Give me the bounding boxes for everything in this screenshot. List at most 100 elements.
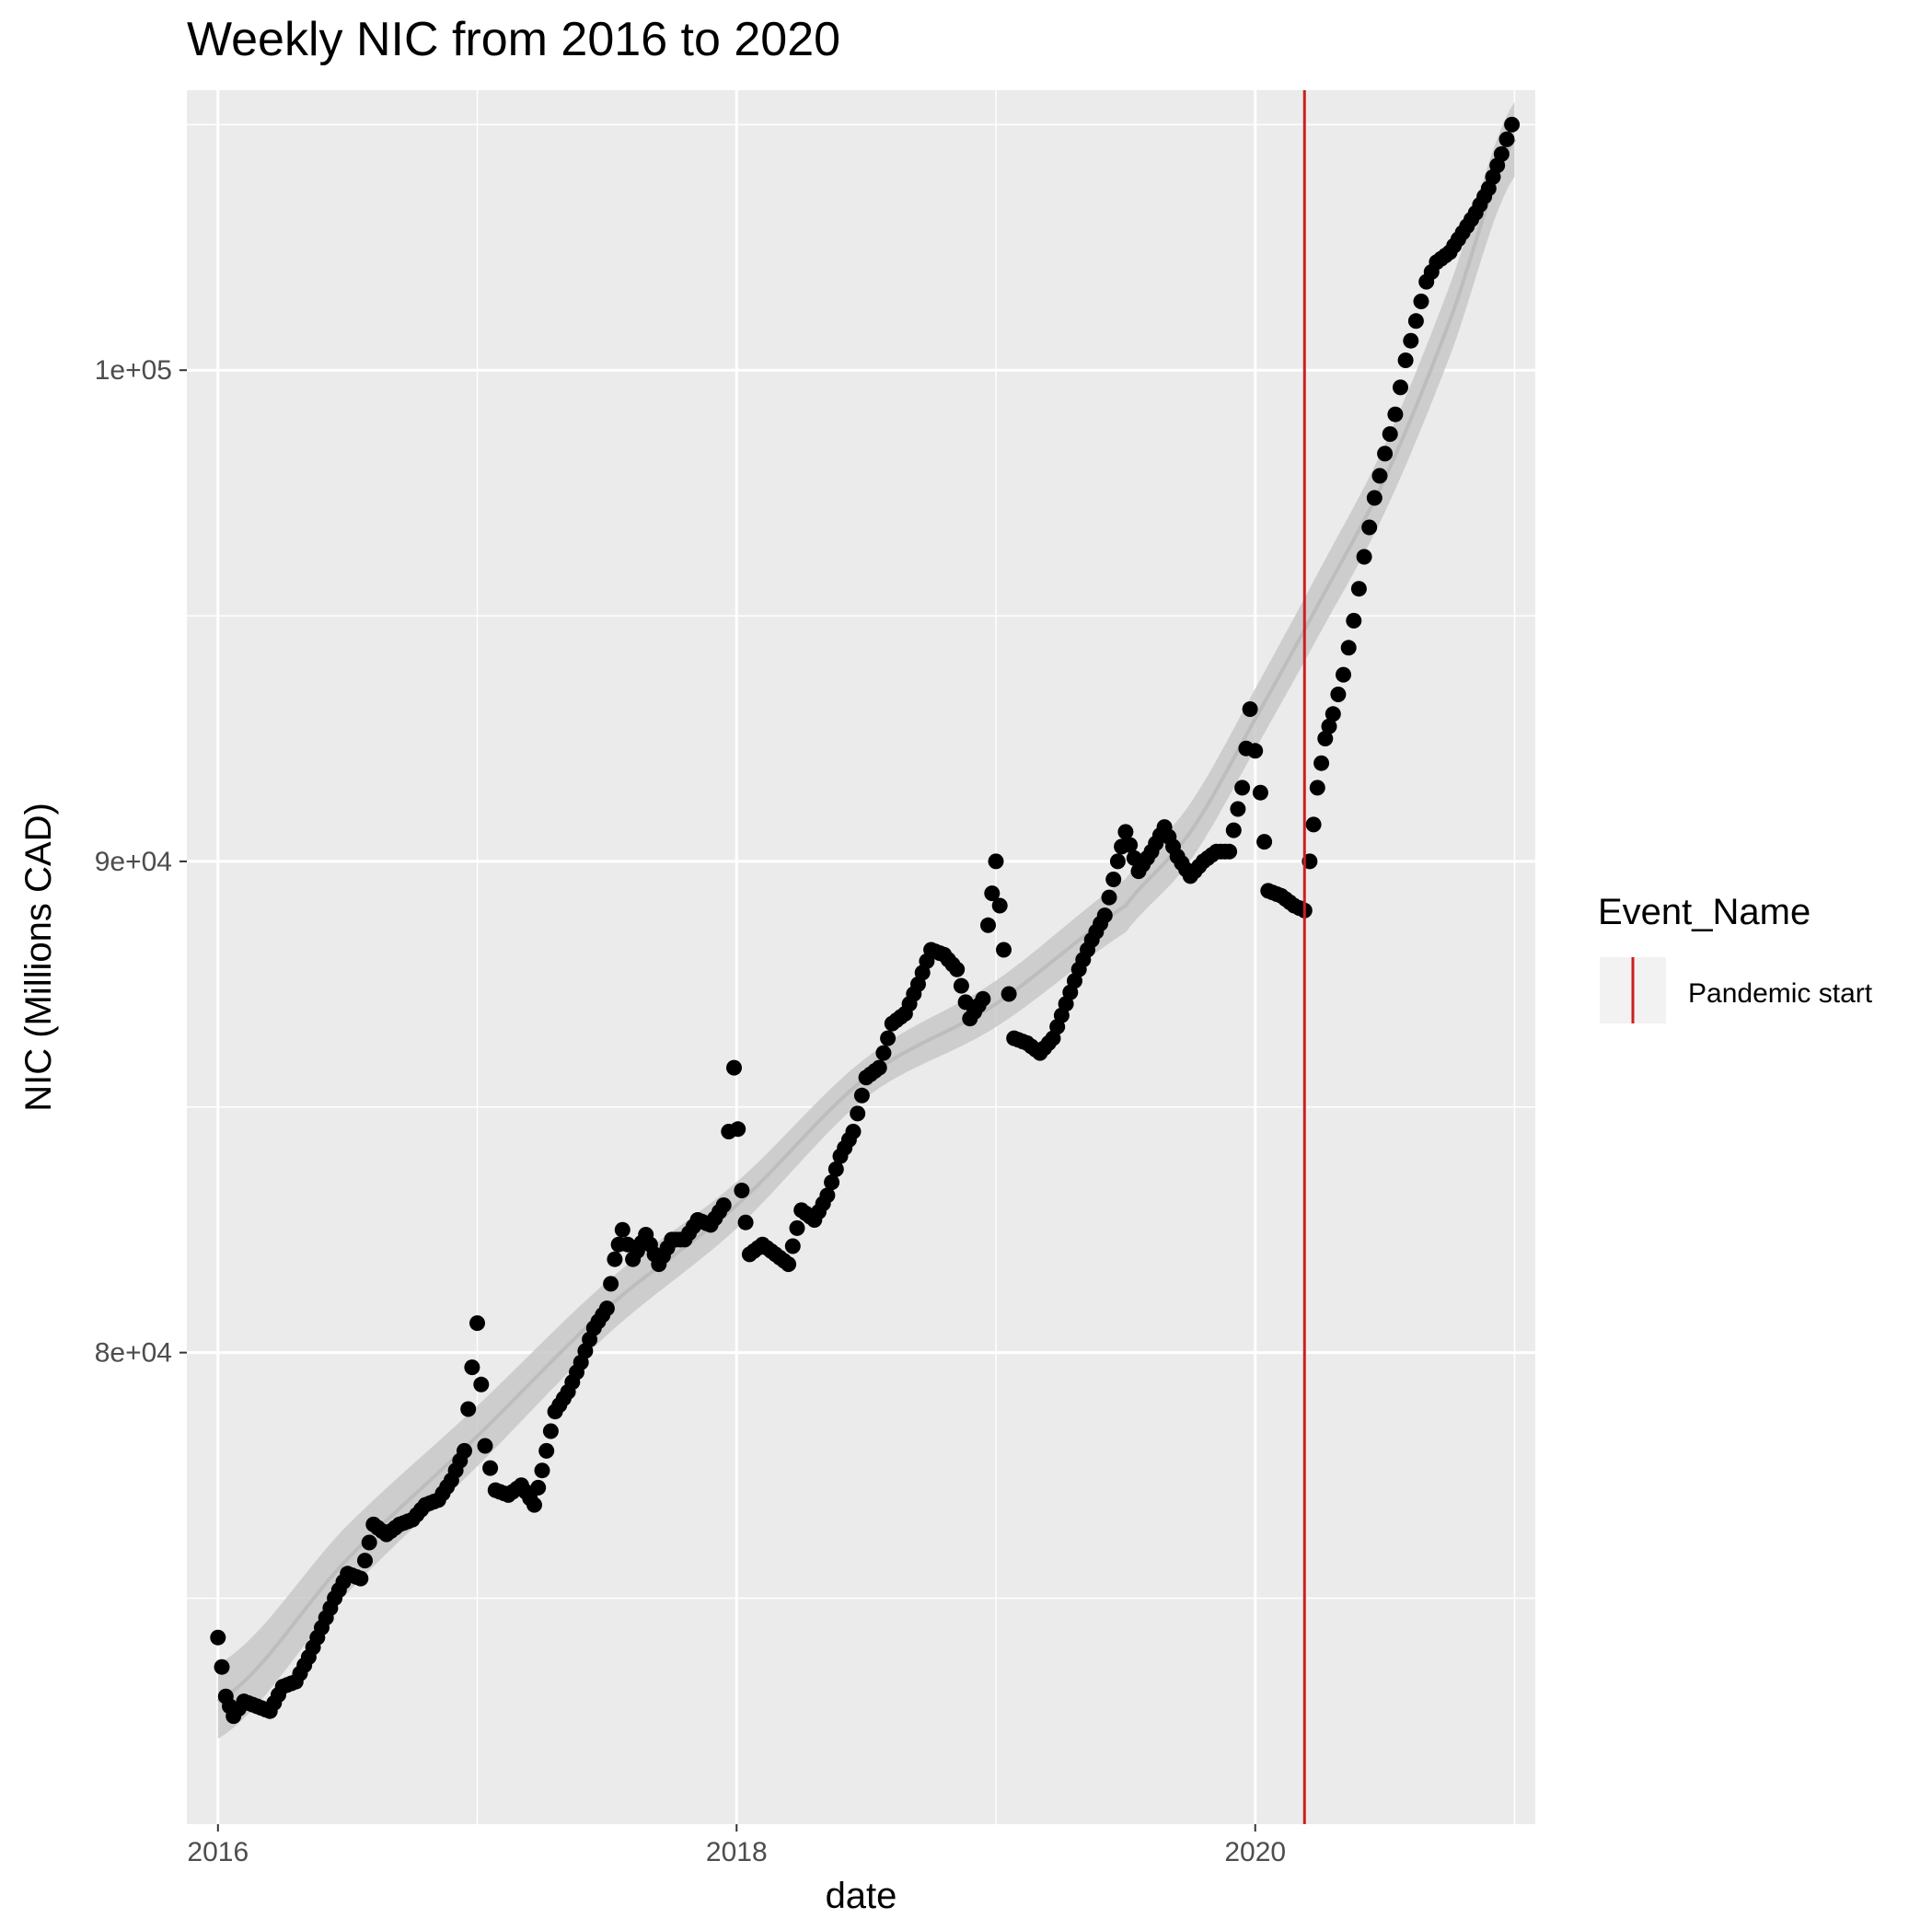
data-point <box>1096 907 1113 924</box>
data-point <box>598 1300 615 1317</box>
data-point <box>1382 426 1398 443</box>
data-point <box>1325 706 1341 722</box>
legend-title: Event_Name <box>1598 892 1811 932</box>
data-point <box>214 1658 230 1675</box>
legend-label-pandemic-start: Pandemic start <box>1688 978 1873 1009</box>
data-point <box>1313 755 1330 771</box>
data-point <box>526 1497 542 1513</box>
data-point <box>1350 581 1367 597</box>
data-point <box>1252 784 1268 801</box>
data-point <box>1356 549 1372 565</box>
data-point <box>1247 743 1264 759</box>
data-point <box>1403 332 1419 349</box>
data-point <box>730 1121 746 1138</box>
data-point <box>1361 519 1378 536</box>
data-point <box>853 1087 870 1104</box>
x-axis-title: date <box>826 1876 897 1916</box>
data-point <box>1407 313 1424 329</box>
y-tick-label: 8e+04 <box>95 1338 172 1369</box>
data-point <box>538 1442 555 1459</box>
data-point <box>482 1460 499 1476</box>
data-point <box>737 1214 754 1231</box>
data-point <box>361 1534 377 1551</box>
y-axis-title: NIC (Millions CAD) <box>18 803 59 1112</box>
data-point <box>1221 843 1238 860</box>
data-point <box>530 1479 547 1496</box>
data-point <box>1493 145 1510 162</box>
data-point <box>614 1221 631 1238</box>
data-point <box>734 1183 750 1198</box>
data-point <box>871 1059 887 1076</box>
data-point <box>1321 718 1337 734</box>
data-point <box>880 1030 897 1046</box>
data-point <box>1109 853 1126 870</box>
data-point <box>975 990 991 1007</box>
y-tick-label: 9e+04 <box>95 847 172 877</box>
data-point <box>1371 468 1388 484</box>
data-point <box>210 1629 226 1646</box>
data-point <box>357 1553 373 1569</box>
data-points <box>210 116 1521 1725</box>
data-point <box>1336 666 1351 683</box>
data-point <box>1256 834 1273 850</box>
data-point <box>1393 379 1408 396</box>
data-point <box>789 1219 805 1236</box>
data-point <box>353 1570 369 1587</box>
data-point <box>477 1438 493 1454</box>
data-point <box>784 1238 801 1254</box>
x-axis-ticks: 2016 2018 2020 <box>187 1824 1286 1867</box>
x-tick-label: 2018 <box>706 1837 768 1867</box>
data-point <box>1101 889 1117 906</box>
y-tick-label: 1e+05 <box>95 355 172 386</box>
data-point <box>1230 801 1246 817</box>
minor-gridlines <box>187 90 1535 1824</box>
plot-panel <box>187 90 1535 1824</box>
data-point <box>845 1124 862 1139</box>
data-point <box>984 885 1001 902</box>
x-tick-label: 2016 <box>187 1837 249 1867</box>
data-point <box>1225 822 1242 838</box>
chart-title: Weekly NIC from 2016 to 2020 <box>187 13 840 66</box>
data-point <box>460 1401 477 1417</box>
data-point <box>949 961 966 977</box>
data-point <box>1498 131 1515 147</box>
data-point <box>991 897 1008 914</box>
data-point <box>534 1462 550 1479</box>
data-point <box>1340 640 1357 656</box>
data-point <box>1330 687 1347 702</box>
data-point <box>827 1161 844 1177</box>
data-point <box>1317 731 1334 746</box>
data-point <box>1387 406 1404 422</box>
data-point <box>1309 780 1325 796</box>
data-point <box>953 977 969 994</box>
data-point <box>875 1045 892 1061</box>
data-point <box>980 917 996 933</box>
data-point <box>607 1251 623 1267</box>
data-point <box>473 1376 490 1393</box>
data-point <box>1504 116 1521 133</box>
data-point <box>781 1256 797 1273</box>
data-point <box>603 1276 619 1292</box>
data-point <box>850 1105 866 1122</box>
data-point <box>824 1174 840 1191</box>
data-point <box>469 1315 485 1332</box>
data-point <box>988 853 1004 870</box>
data-point <box>542 1423 559 1439</box>
data-point <box>819 1187 836 1204</box>
data-point <box>1242 701 1258 717</box>
data-point <box>1366 490 1382 506</box>
data-point <box>1346 612 1362 629</box>
data-point <box>1305 816 1322 833</box>
data-point <box>1377 445 1394 462</box>
data-point <box>996 942 1012 958</box>
data-point <box>1001 986 1017 1002</box>
data-point <box>1105 872 1122 887</box>
data-point <box>1234 780 1251 796</box>
data-point <box>715 1197 732 1213</box>
data-point <box>464 1359 480 1376</box>
data-point <box>1122 837 1139 853</box>
data-point <box>726 1059 742 1076</box>
data-point <box>457 1442 472 1459</box>
y-axis-ticks: 8e+04 9e+04 1e+05 <box>95 355 187 1369</box>
